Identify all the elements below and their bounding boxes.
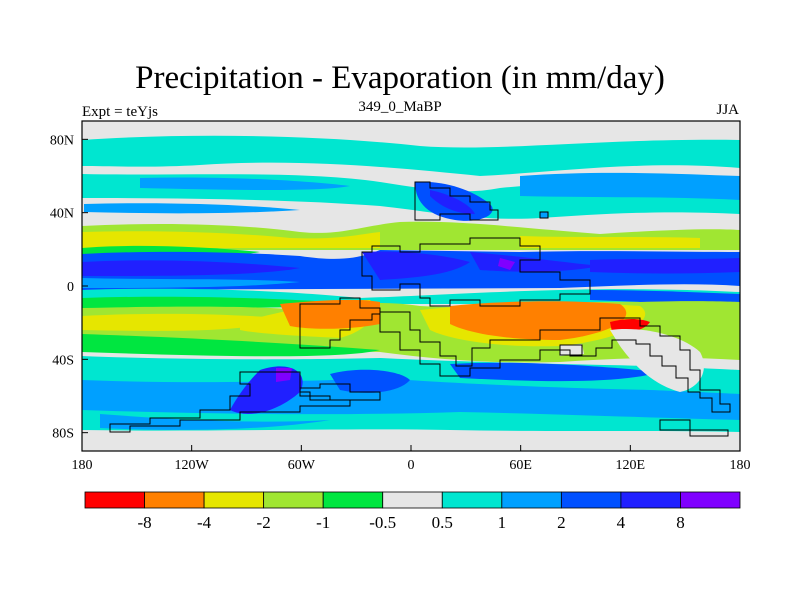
colorbar-swatch	[620, 491, 681, 509]
land-boundaries	[109, 181, 731, 437]
colorbar-label: 0.5	[432, 513, 453, 532]
x-tick-label: 180	[730, 458, 751, 473]
y-tick-label: 40S	[52, 353, 74, 368]
colorbar: -8 -4 -2 -1 -0.5 0.5 1 2 4 8	[84, 491, 741, 532]
season-label: JJA	[716, 102, 739, 118]
y-tick-label: 80S	[52, 427, 74, 442]
colorbar-label: 1	[498, 513, 507, 532]
colorbar-label: -1	[316, 513, 330, 532]
y-tick-label: 80N	[50, 133, 74, 148]
y-tick-label: 0	[67, 280, 74, 295]
colorbar-swatch	[441, 491, 503, 509]
colorbar-swatch	[501, 491, 562, 509]
colorbar-label: 8	[676, 513, 685, 532]
colorbar-swatch	[382, 491, 443, 509]
colorbar-label: -8	[137, 513, 151, 532]
colorbar-swatch	[203, 491, 265, 509]
x-tick-label: 180	[72, 458, 93, 473]
colorbar-label: -0.5	[369, 513, 396, 532]
contour-field	[82, 121, 740, 451]
x-tick-label: 60W	[288, 458, 316, 473]
colorbar-label: -4	[197, 513, 212, 532]
colorbar-swatch	[144, 491, 205, 509]
colorbar-swatch	[84, 491, 145, 509]
figure-title: Precipitation - Evaporation (in mm/day)	[135, 60, 665, 96]
x-tick-label: 120W	[175, 458, 210, 473]
colorbar-swatch	[263, 491, 324, 509]
colorbar-swatch	[322, 491, 384, 509]
colorbar-swatch	[560, 491, 622, 509]
x-tick-label: 120E	[616, 458, 646, 473]
x-tick-label: 60E	[509, 458, 532, 473]
colorbar-label: -2	[257, 513, 271, 532]
x-tick-label: 0	[408, 458, 415, 473]
colorbar-label: 4	[617, 513, 626, 532]
colorbar-swatch	[680, 491, 741, 509]
colorbar-label: 2	[557, 513, 566, 532]
experiment-label: Expt = teYjs	[82, 104, 158, 120]
map-axes: 180 120W 60W 0 60E 120E 180 80N 40N 0 40S 80S	[50, 120, 751, 473]
y-tick-label: 40N	[50, 207, 74, 222]
figure-center-label: 349_0_MaBP	[358, 99, 442, 115]
